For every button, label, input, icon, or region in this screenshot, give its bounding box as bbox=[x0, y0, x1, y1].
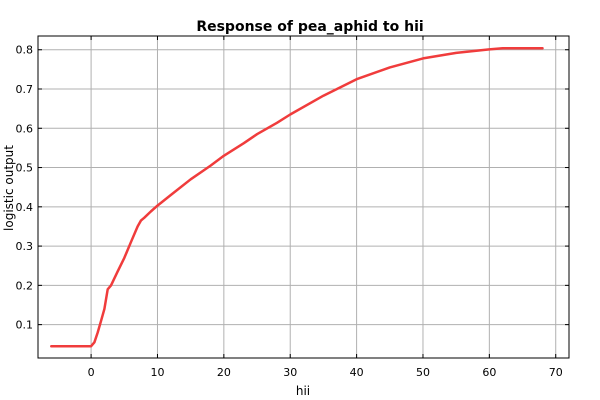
x-tick-label: 60 bbox=[482, 366, 496, 379]
x-tick-label: 70 bbox=[549, 366, 563, 379]
y-tick-label: 0.7 bbox=[16, 83, 34, 96]
y-tick-label: 0.4 bbox=[16, 201, 34, 214]
ticks: 0 10 20 30 40 50 60 70 0.1 0.2 0.3 0.4 0.5 0.6 0.7 0.8 bbox=[16, 36, 569, 379]
plot-frame bbox=[37, 35, 570, 359]
y-axis-label: logistic output bbox=[2, 145, 16, 231]
x-tick-label: 0 bbox=[88, 366, 95, 379]
x-tick-label: 50 bbox=[416, 366, 430, 379]
y-tick-label: 0.6 bbox=[16, 122, 34, 135]
series-line bbox=[50, 46, 544, 348]
chart-title: Response of pea_aphid to hii bbox=[196, 19, 423, 35]
y-tick-label: 0.8 bbox=[16, 44, 34, 57]
x-tick-label: 40 bbox=[350, 366, 364, 379]
x-axis-label: hii bbox=[296, 384, 310, 398]
y-tick-label: 0.3 bbox=[16, 240, 34, 253]
y-tick-label: 0.1 bbox=[16, 319, 34, 332]
series-layer bbox=[50, 46, 544, 348]
x-tick-label: 10 bbox=[150, 366, 164, 379]
x-tick-label: 30 bbox=[283, 366, 297, 379]
x-tick-label: 20 bbox=[217, 366, 231, 379]
y-tick-label: 0.2 bbox=[16, 279, 34, 292]
grid bbox=[38, 36, 569, 358]
y-tick-label: 0.5 bbox=[16, 162, 34, 175]
